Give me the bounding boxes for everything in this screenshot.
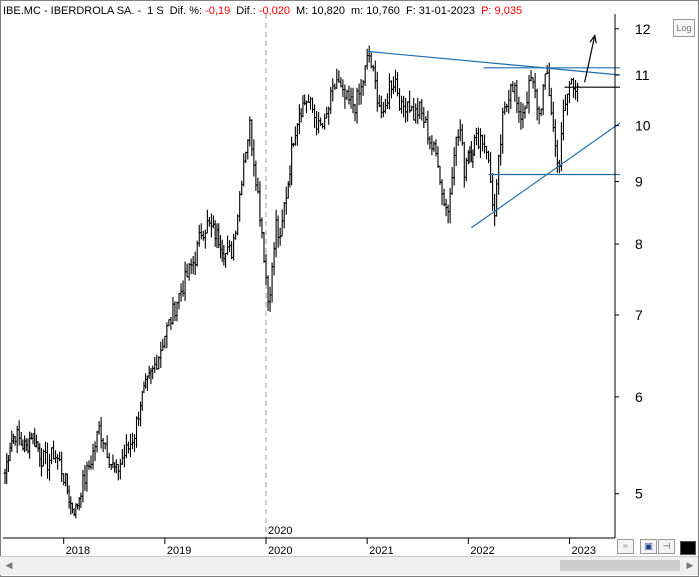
price-value: 9,035 — [494, 5, 523, 17]
x-tick-label: 2018 — [66, 545, 90, 556]
x-tick-label: 2020 — [268, 545, 292, 556]
min-value: 10,760 — [366, 5, 400, 17]
horizontal-scrollbar[interactable]: ◀ ▶ — [0, 556, 698, 575]
target-arrow-shaft — [584, 35, 596, 83]
price-label: P: — [481, 5, 492, 17]
price-field: P: 9,035 — [481, 5, 522, 17]
chart-axes: 5 6 7 8 9 10 11 12 2018 2019 2020 2021 2022 2023 — [3, 14, 651, 556]
max-field: M: 10,820 — [296, 5, 345, 17]
min-label: m: — [350, 5, 364, 17]
ticker-label: IBE.MC - IBERDROLA SA. - — [3, 5, 142, 17]
falling-trendline — [367, 50, 621, 76]
price-chart: 2020 5 6 7 8 9 10 11 12 2018 2019 2020 2021 2022 2023 — [3, 14, 651, 556]
scroll-thumb[interactable] — [560, 560, 680, 571]
target-arrow-head — [589, 33, 597, 44]
dif-field: Dif.: -0,020 — [236, 5, 290, 17]
date-value: 31-01-2023 — [418, 5, 476, 17]
scroll-left-icon[interactable]: ◀ — [5, 560, 13, 570]
price-bars — [3, 45, 580, 519]
chart-grid: 2020 — [265, 14, 292, 538]
y-tick-label: 12 — [635, 21, 651, 37]
y-tick-label: 7 — [635, 307, 643, 323]
log-scale-button[interactable]: Log — [673, 19, 695, 37]
zoom-icon[interactable]: ≈ — [617, 539, 634, 554]
period-label: 1 S — [147, 5, 164, 17]
x-tick-label: 2022 — [470, 545, 494, 556]
y-tick-label: 5 — [635, 486, 643, 502]
y-tick-label: 9 — [635, 174, 643, 190]
x-tick-label: 2023 — [571, 545, 595, 556]
color-swatch[interactable] — [680, 541, 696, 555]
save-icon[interactable]: ▣ — [640, 539, 657, 554]
dif-value: -0,020 — [258, 5, 291, 17]
rising-trendline — [471, 122, 621, 229]
min-field: m: 10,760 — [351, 5, 400, 17]
y-tick-label: 10 — [635, 118, 651, 134]
date-label: F: — [405, 5, 416, 17]
dif-pct-field: Dif. %: -0,19 — [170, 5, 231, 17]
dif-label: Dif.: — [236, 5, 256, 17]
year-marker-label: 2020 — [268, 525, 292, 537]
x-tick-label: 2019 — [167, 545, 191, 556]
y-tick-label: 6 — [635, 389, 643, 405]
y-tick-label: 8 — [635, 236, 643, 252]
y-tick-label: 11 — [635, 67, 650, 83]
pin-icon[interactable]: ⊣ — [658, 539, 675, 554]
dif-pct-label: Dif. %: — [169, 5, 203, 17]
max-label: M: — [296, 5, 309, 17]
max-value: 10,820 — [311, 5, 345, 17]
date-field: F: 31-01-2023 — [406, 5, 475, 17]
scroll-right-icon[interactable]: ▶ — [686, 560, 694, 570]
trendlines — [367, 33, 621, 229]
dif-pct-value: -0,19 — [205, 5, 231, 17]
x-tick-label: 2021 — [369, 545, 393, 556]
chart-header: IBE.MC - IBERDROLA SA. - 1 S Dif. %: -0,… — [3, 3, 522, 19]
